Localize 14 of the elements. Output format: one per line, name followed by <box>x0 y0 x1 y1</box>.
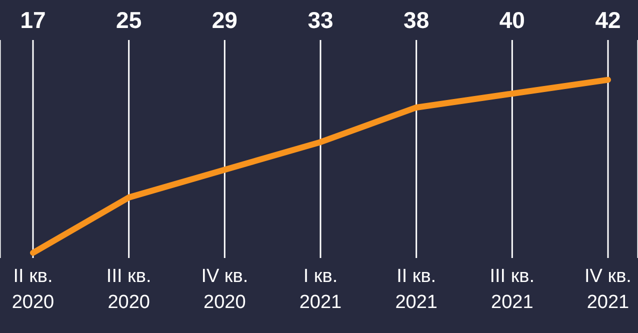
x-tick-label: II кв. 2020 <box>12 266 54 313</box>
x-tick-label: III кв. 2020 <box>106 266 152 313</box>
x-tick-label: IV кв. 2020 <box>201 266 248 313</box>
data-label: 17 <box>20 7 46 33</box>
data-label: 42 <box>595 7 621 33</box>
x-tick-label: I кв. 2021 <box>299 266 342 313</box>
x-tick-label: IV кв. 2021 <box>584 266 632 313</box>
data-label: 29 <box>212 7 238 33</box>
x-tick-label: III кв. 2021 <box>490 266 535 313</box>
data-label: 25 <box>116 7 142 33</box>
data-label: 40 <box>499 7 525 33</box>
data-label: 38 <box>404 7 430 33</box>
x-tick-label: II кв. 2021 <box>395 266 438 313</box>
data-label: 33 <box>308 7 334 33</box>
